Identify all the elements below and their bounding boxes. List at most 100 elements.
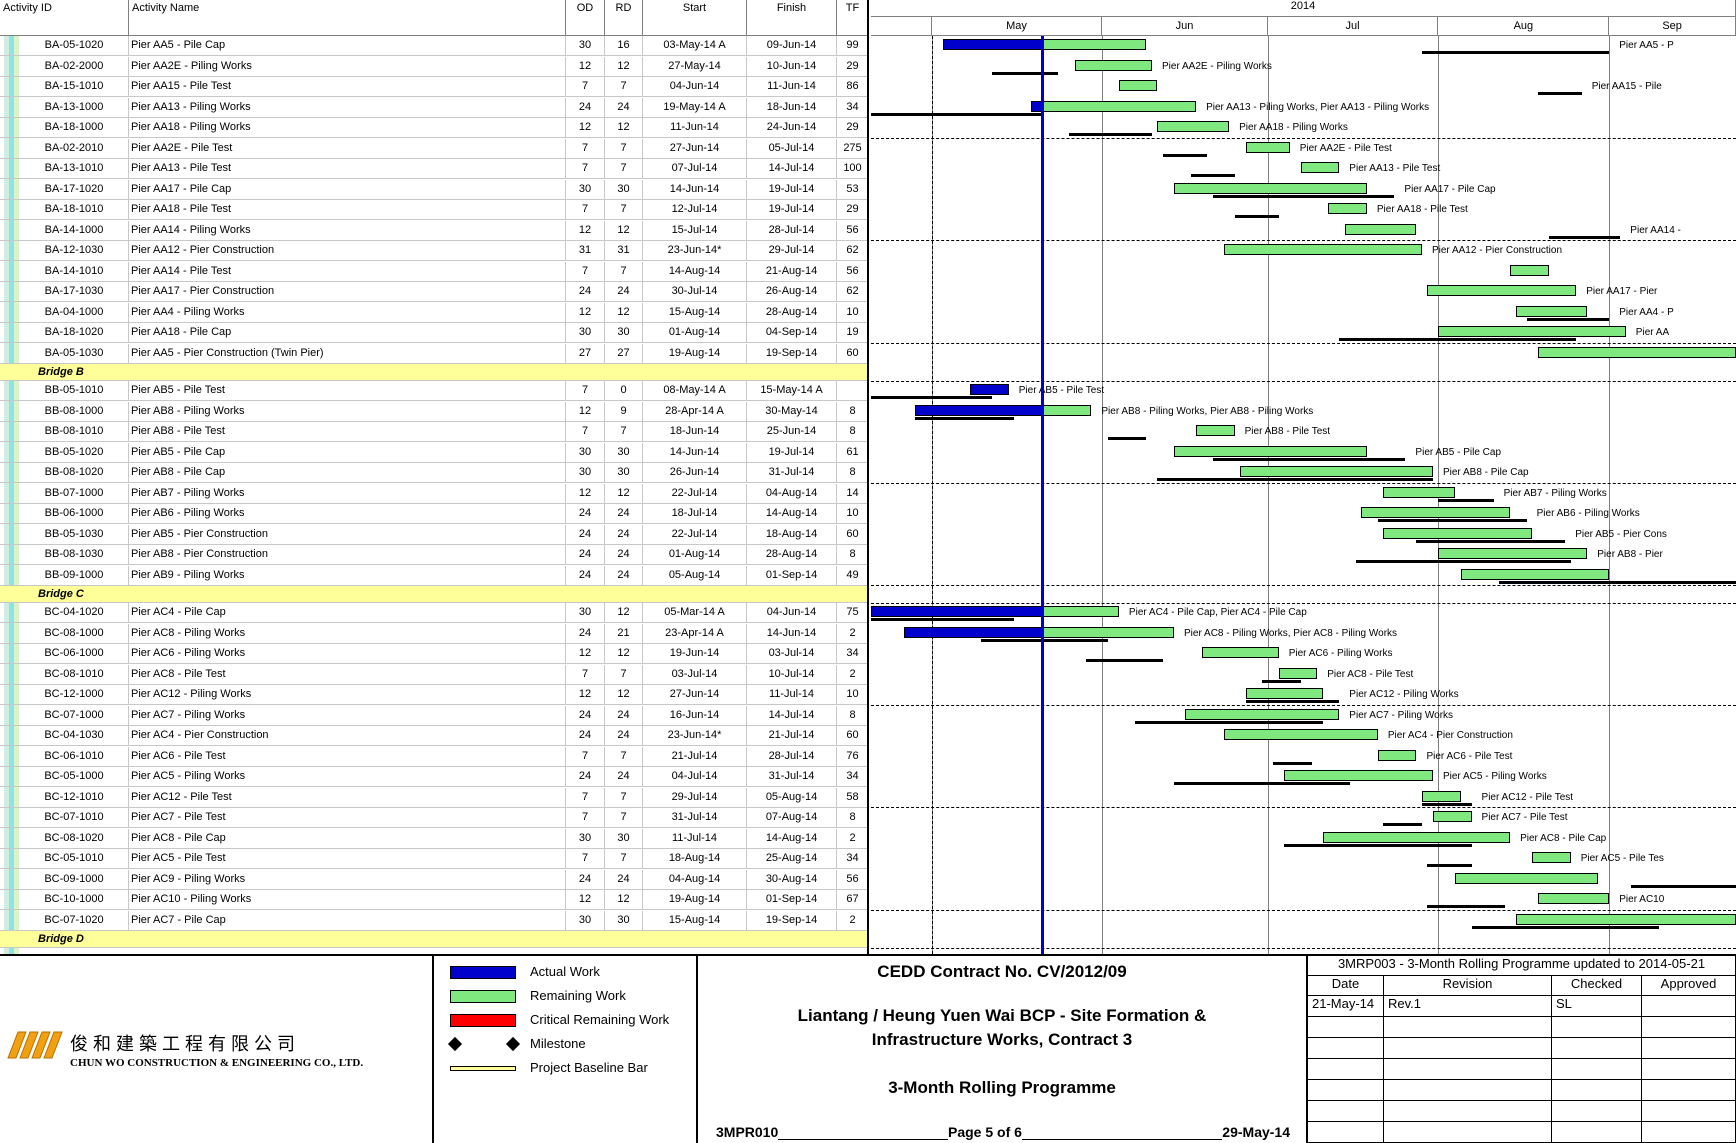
table-row[interactable]: BA-13-1000 Pier AA13 - Piling Works 24 24 19… <box>0 97 867 118</box>
actual-work-bar[interactable] <box>871 606 1042 617</box>
remaining-work-bar[interactable] <box>1201 647 1279 658</box>
baseline-bar[interactable] <box>1427 905 1505 908</box>
remaining-work-bar[interactable] <box>1041 626 1174 638</box>
remaining-work-bar[interactable] <box>1196 425 1235 436</box>
baseline-bar[interactable] <box>1526 317 1610 321</box>
col-header-activity-id[interactable]: Activity ID <box>0 0 129 36</box>
remaining-work-bar[interactable] <box>1074 59 1152 71</box>
baseline-bar[interactable] <box>1212 194 1395 198</box>
remaining-work-bar[interactable] <box>1383 486 1455 498</box>
baseline-bar[interactable] <box>1174 782 1351 785</box>
table-row[interactable]: BB-08-1020 Pier AB8 - Pile Cap 30 30 26-Jun-… <box>0 463 867 483</box>
remaining-work-bar[interactable] <box>1322 831 1511 843</box>
actual-work-bar[interactable] <box>904 626 1042 638</box>
remaining-work-bar[interactable] <box>1515 913 1736 925</box>
baseline-bar[interactable] <box>1383 823 1422 826</box>
remaining-work-bar[interactable] <box>1041 39 1147 50</box>
table-row[interactable]: BB-09-1000 Pier AB9 - Piling Works 24 24 05-… <box>0 565 867 586</box>
remaining-work-bar[interactable] <box>1438 326 1626 337</box>
group-header-row[interactable]: Bridge B <box>0 364 867 381</box>
baseline-bar[interactable] <box>992 71 1059 75</box>
table-row[interactable]: BC-08-1010 Pier AC8 - Pile Test 7 7 03-Jul-1… <box>0 664 867 685</box>
table-row[interactable]: BA-04-1000 Pier AA4 - Piling Works 12 12 15-… <box>0 302 867 323</box>
baseline-bar[interactable] <box>1107 437 1147 440</box>
remaining-work-bar[interactable] <box>1344 223 1417 235</box>
baseline-bar[interactable] <box>871 396 993 399</box>
baseline-bar[interactable] <box>1212 457 1406 461</box>
remaining-work-bar[interactable] <box>1537 346 1736 358</box>
remaining-work-bar[interactable] <box>1174 182 1367 194</box>
group-header-row[interactable]: Bridge C <box>0 586 867 603</box>
table-row[interactable]: BC-04-1020 Pier AC4 - Pile Cap 30 12 05-Mar-… <box>0 603 867 623</box>
col-header-od[interactable]: OD <box>566 0 605 36</box>
baseline-bar[interactable] <box>1421 51 1610 54</box>
table-row[interactable]: BB-06-1000 Pier AB6 - Piling Works 24 24 18-… <box>0 504 867 524</box>
remaining-work-bar[interactable] <box>1223 729 1378 740</box>
remaining-work-bar[interactable] <box>1537 893 1610 904</box>
table-row[interactable]: BA-18-1000 Pier AA18 - Piling Works 12 12 11… <box>0 118 867 138</box>
table-row[interactable]: BC-08-1020 Pier AC8 - Pile Cap 30 30 11-Jul-… <box>0 828 867 849</box>
table-row[interactable]: BC-12-1010 Pier AC12 - Pile Test 7 7 29-Jul-… <box>0 787 867 808</box>
remaining-work-bar[interactable] <box>1118 80 1158 91</box>
actual-work-bar[interactable] <box>915 404 1042 416</box>
baseline-bar[interactable] <box>1355 560 1571 563</box>
baseline-bar[interactable] <box>1234 215 1279 218</box>
remaining-work-bar[interactable] <box>1432 811 1472 822</box>
table-row[interactable]: BA-14-1000 Pier AA14 - Piling Works 12 12 15… <box>0 220 867 241</box>
table-row[interactable]: BB-05-1010 Pier AB5 - Pile Test 7 0 08-May-1… <box>0 381 867 401</box>
baseline-bar[interactable] <box>1471 925 1659 929</box>
table-row[interactable]: BB-08-1010 Pier AB8 - Pile Test 7 7 18-Jun-1… <box>0 422 867 442</box>
remaining-work-bar[interactable] <box>1174 445 1367 457</box>
table-row[interactable]: BA-02-2010 Pier AA2E - Pile Test 7 7 27-Jun-… <box>0 138 867 159</box>
remaining-work-bar[interactable] <box>1300 162 1340 173</box>
baseline-bar[interactable] <box>1438 498 1494 502</box>
table-row[interactable]: BC-07-1000 Pier AC7 - Piling Works 24 24 16-… <box>0 705 867 726</box>
table-row[interactable]: BA-13-1010 Pier AA13 - Pile Test 7 7 07-Jul-… <box>0 159 867 179</box>
remaining-work-bar[interactable] <box>1245 141 1290 153</box>
remaining-work-bar[interactable] <box>1223 244 1422 255</box>
table-row[interactable]: BA-18-1020 Pier AA18 - Pile Cap 30 30 01-Aug… <box>0 323 867 343</box>
group-header-row[interactable]: Bridge D <box>0 931 867 948</box>
baseline-bar[interactable] <box>1537 92 1582 95</box>
remaining-work-bar[interactable] <box>1240 466 1433 477</box>
baseline-bar[interactable] <box>1499 580 1736 584</box>
table-row[interactable]: BC-05-1000 Pier AC5 - Piling Works 24 24 04-… <box>0 767 867 787</box>
remaining-work-bar[interactable] <box>1455 872 1599 884</box>
table-row[interactable]: BA-17-1030 Pier AA17 - Pier Construction 2… <box>0 282 867 302</box>
table-row[interactable]: BC-07-1010 Pier AC7 - Pile Test 7 7 31-Jul-1… <box>0 808 867 828</box>
remaining-work-bar[interactable] <box>1532 852 1571 863</box>
col-header-tf[interactable]: TF <box>837 0 867 36</box>
table-row[interactable]: BA-05-1030 Pier AA5 - Pier Construction (… <box>0 343 867 364</box>
baseline-bar[interactable] <box>981 638 1108 642</box>
table-row[interactable]: BC-05-1010 Pier AC5 - Pile Test 7 7 18-Aug-1… <box>0 849 867 869</box>
col-header-finish[interactable]: Finish <box>747 0 837 36</box>
table-row[interactable]: BC-06-1010 Pier AC6 - Pile Test 7 7 21-Jul-1… <box>0 746 867 767</box>
baseline-bar[interactable] <box>1135 720 1323 724</box>
table-row[interactable]: BA-14-1010 Pier AA14 - Pile Test 7 7 14-Aug-… <box>0 261 867 282</box>
table-row[interactable]: BB-08-1030 Pier AB8 - Pier Construction 24… <box>0 545 867 565</box>
table-row[interactable]: BB-05-1020 Pier AB5 - Pile Cap 30 30 14-Jun-… <box>0 442 867 463</box>
table-row[interactable]: BB-08-1000 Pier AB8 - Piling Works 12 9 28-A… <box>0 401 867 422</box>
baseline-bar[interactable] <box>1085 659 1163 662</box>
baseline-bar[interactable] <box>1245 700 1340 703</box>
remaining-work-bar[interactable] <box>1041 100 1197 112</box>
remaining-work-bar[interactable] <box>1383 527 1533 539</box>
remaining-work-bar[interactable] <box>1460 568 1610 580</box>
remaining-work-bar[interactable] <box>1157 121 1230 132</box>
table-row[interactable]: BC-04-1030 Pier AC4 - Pier Construction 24… <box>0 726 867 746</box>
remaining-work-bar[interactable] <box>1041 606 1119 617</box>
remaining-work-bar[interactable] <box>1328 203 1367 214</box>
remaining-work-bar[interactable] <box>1041 404 1092 416</box>
table-row[interactable]: BC-10-1000 Pier AC10 - Piling Works 12 12 19… <box>0 890 867 910</box>
remaining-work-bar[interactable] <box>1515 305 1588 317</box>
table-row[interactable]: BA-12-1030 Pier AA12 - Pier Construction 3… <box>0 241 867 261</box>
col-header-activity-name[interactable]: Activity Name <box>129 0 566 36</box>
baseline-bar[interactable] <box>1377 519 1527 522</box>
baseline-bar[interactable] <box>1273 761 1312 765</box>
data-date-line[interactable] <box>1040 36 1044 954</box>
baseline-bar[interactable] <box>1339 338 1577 341</box>
table-row[interactable]: BB-05-1030 Pier AB5 - Pier Construction 24… <box>0 524 867 545</box>
table-row[interactable]: BA-02-2000 Pier AA2E - Piling Works 12 12 27… <box>0 56 867 77</box>
table-row[interactable]: BB-07-1000 Pier AB7 - Piling Works 12 12 22-… <box>0 483 867 504</box>
baseline-bar[interactable] <box>1416 539 1566 543</box>
